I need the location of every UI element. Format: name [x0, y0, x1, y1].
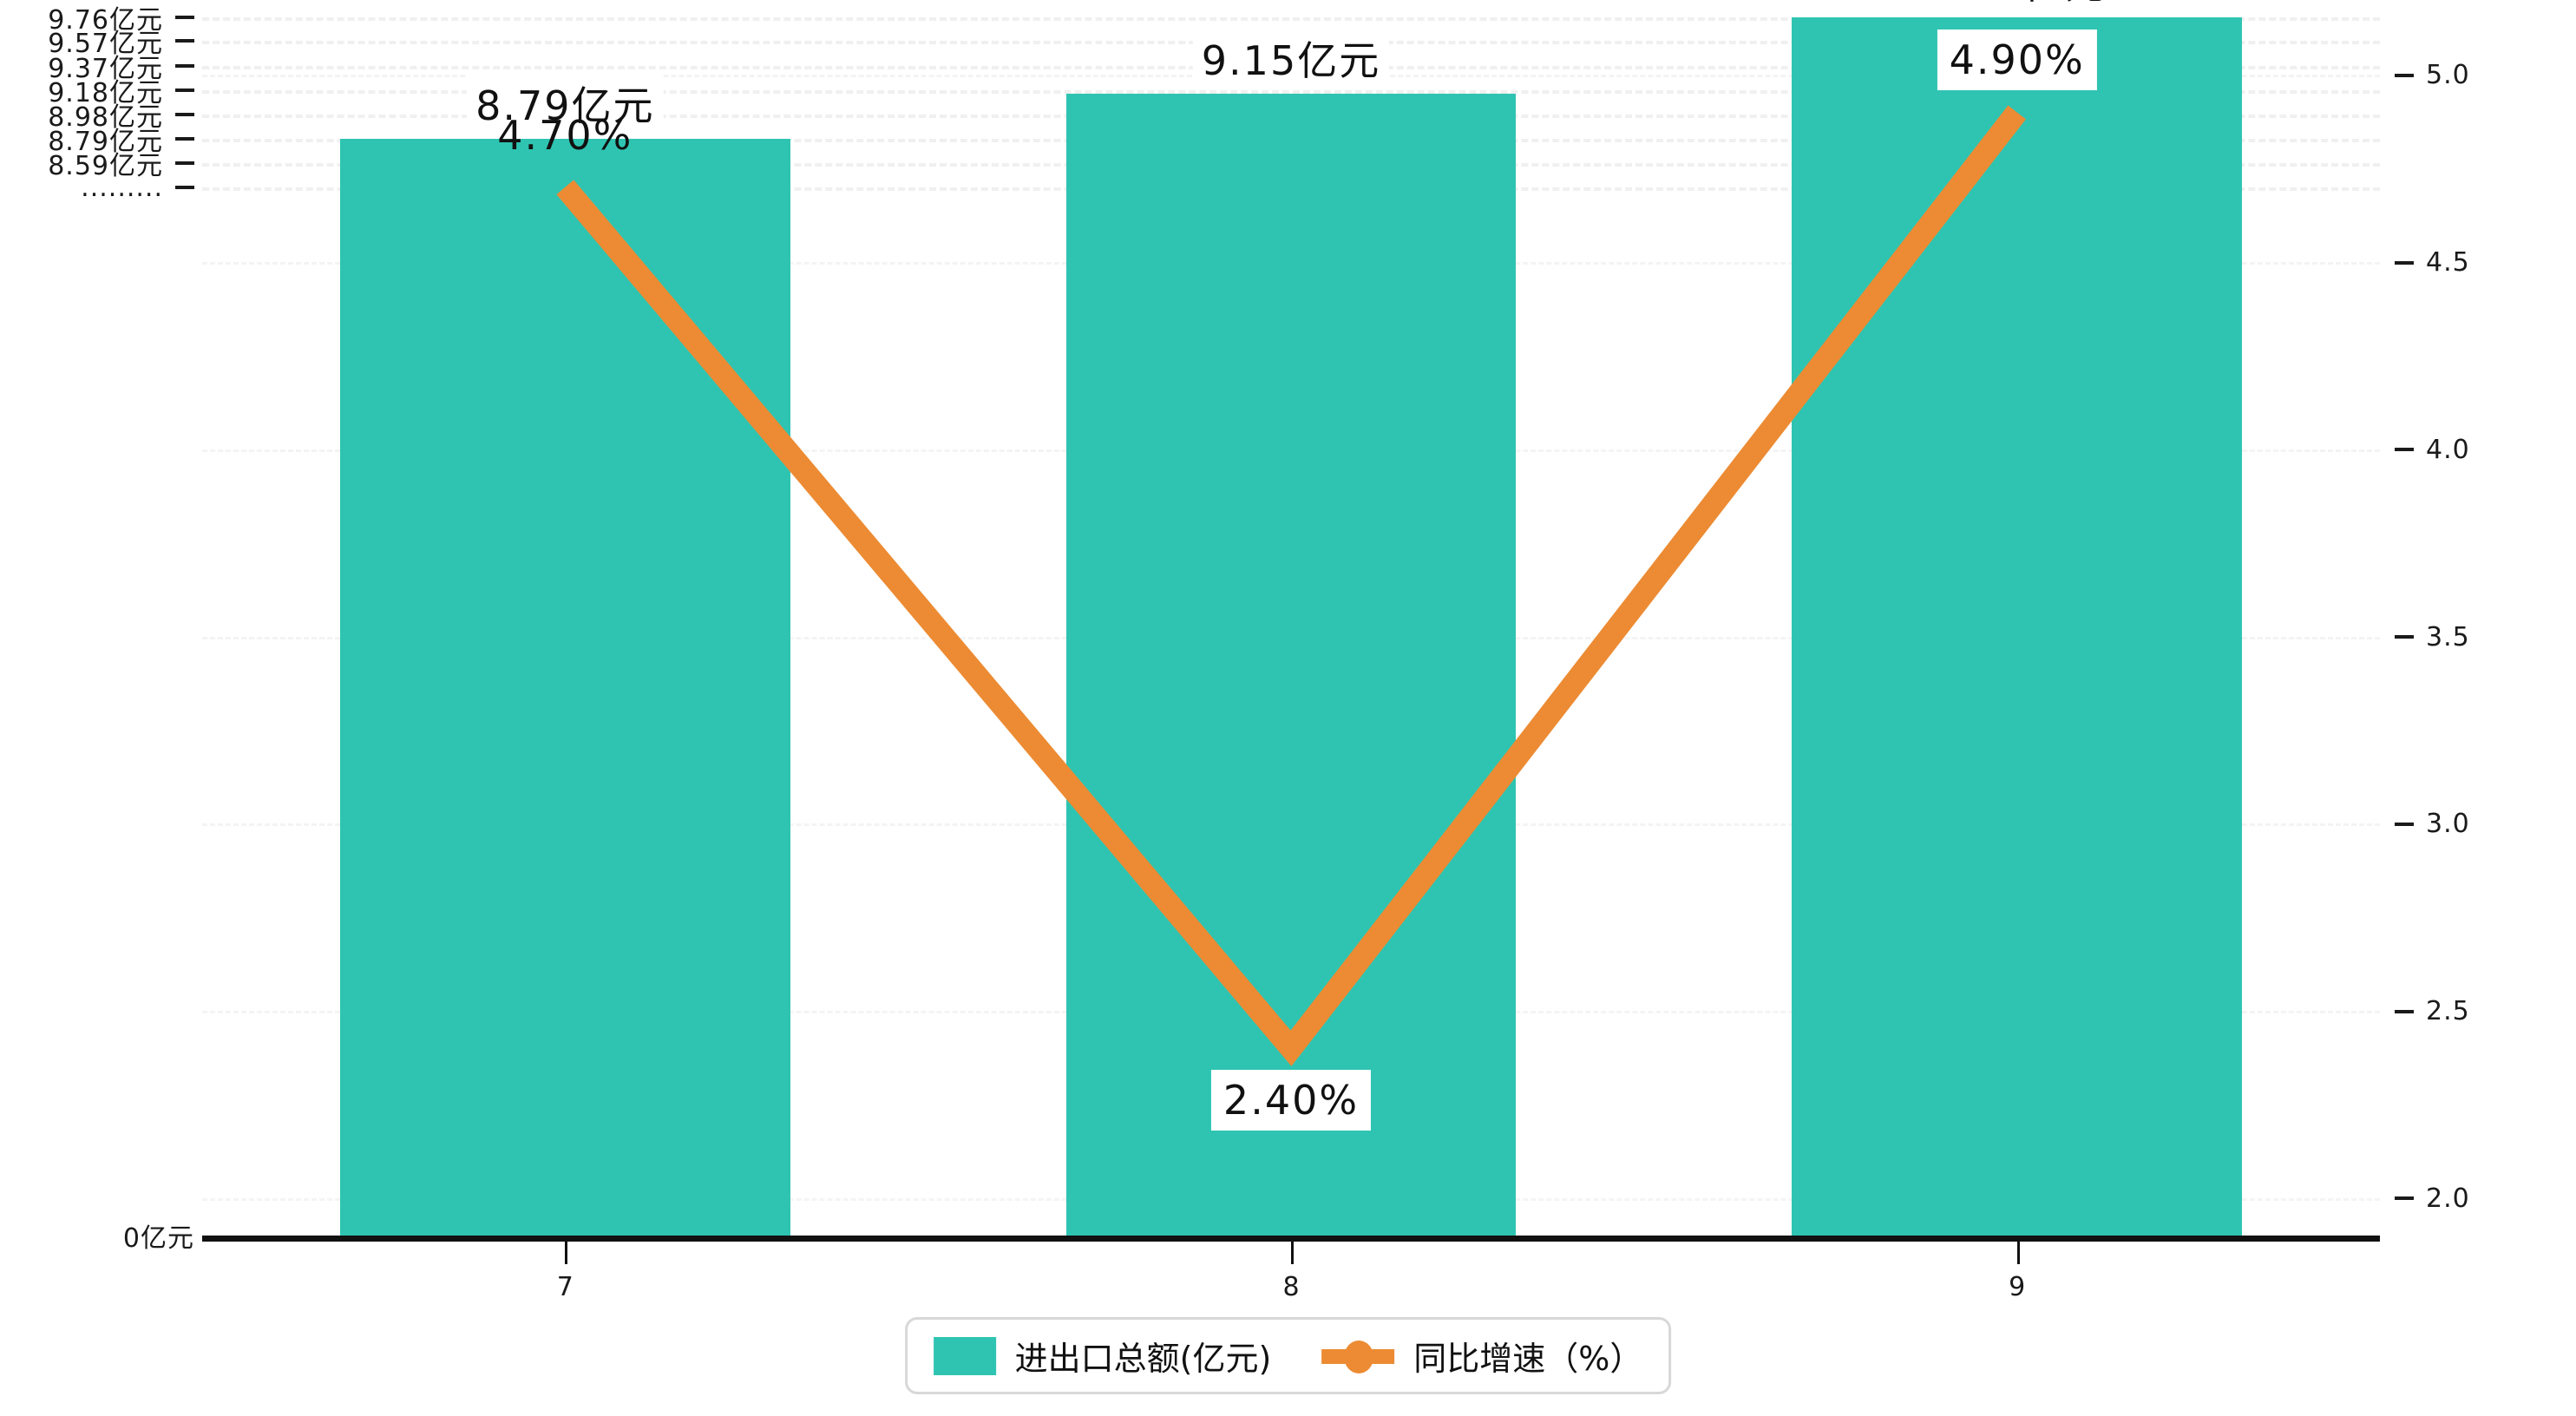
bar-value-label-8: 9.15亿元: [1192, 25, 1390, 90]
y-axis-left-tick-6: 9.37亿元: [48, 47, 194, 85]
bar-value-label-7: 8.79亿元: [467, 70, 664, 135]
y-axis-left-tick-3: 8.79亿元: [48, 120, 194, 158]
x-tick-mark-8: [1291, 1242, 1294, 1264]
x-tick-label-7: 7: [556, 1272, 574, 1302]
legend-item-bar[interactable]: 进出口总额(亿元): [933, 1332, 1272, 1380]
gridline-left-5: [202, 89, 2380, 94]
y-axis-left-tick-4: 8.98亿元: [48, 95, 194, 134]
x-tick-mark-7: [565, 1242, 568, 1264]
bar-8[interactable]: [1065, 93, 1517, 1236]
y-axis-right-tick-2: 3.0: [2395, 808, 2470, 839]
y-axis-left-tick-2: 8.59亿元: [48, 144, 194, 182]
bar-value-label-9: 9.76亿元: [1918, 0, 2115, 15]
y-axis-right-tick-4: 4.0: [2395, 434, 2470, 465]
line-value-label-8: 2.40%: [1210, 1070, 1372, 1131]
x-tick-mark-9: [2016, 1242, 2020, 1264]
x-tick-label-8: 8: [1282, 1272, 1300, 1302]
y-axis-left-tick-8: 9.76亿元: [48, 0, 194, 36]
legend-swatch-line-icon: [1321, 1337, 1395, 1375]
legend-swatch-bar-icon: [933, 1336, 996, 1375]
y-axis-right-tick-5: 4.5: [2395, 246, 2470, 278]
y-axis-right-tick-1: 2.5: [2395, 995, 2470, 1026]
gridline-left-8: [202, 17, 2380, 22]
legend-label-bar: 进出口总额(亿元): [1014, 1340, 1272, 1378]
x-axis-line: [202, 1236, 2380, 1242]
legend-label-line: 同比增速（%）: [1413, 1340, 1643, 1378]
y-axis-left-tick-0: 0亿元: [122, 1223, 194, 1254]
bar-7[interactable]: [339, 138, 790, 1236]
legend-item-line[interactable]: 同比增速（%）: [1321, 1332, 1642, 1380]
bar-9[interactable]: [1792, 17, 2243, 1236]
y-axis-right-tick-0: 2.0: [2395, 1183, 2470, 1214]
y-axis-right-tick-6: 5.0: [2395, 59, 2470, 90]
x-tick-label-9: 9: [2009, 1272, 2026, 1302]
chart-legend[interactable]: 进出口总额(亿元) 同比增速（%）: [904, 1317, 1672, 1394]
y-axis-left-tick-7: 9.57亿元: [48, 22, 194, 60]
y-axis-left-tick-1: .........: [81, 172, 194, 203]
y-axis-left-tick-5: 9.18亿元: [48, 71, 194, 109]
line-value-label-7: 4.70%: [497, 111, 633, 159]
y-axis-right-tick-3: 3.5: [2395, 621, 2470, 652]
line-value-label-9: 4.90%: [1937, 30, 2097, 91]
